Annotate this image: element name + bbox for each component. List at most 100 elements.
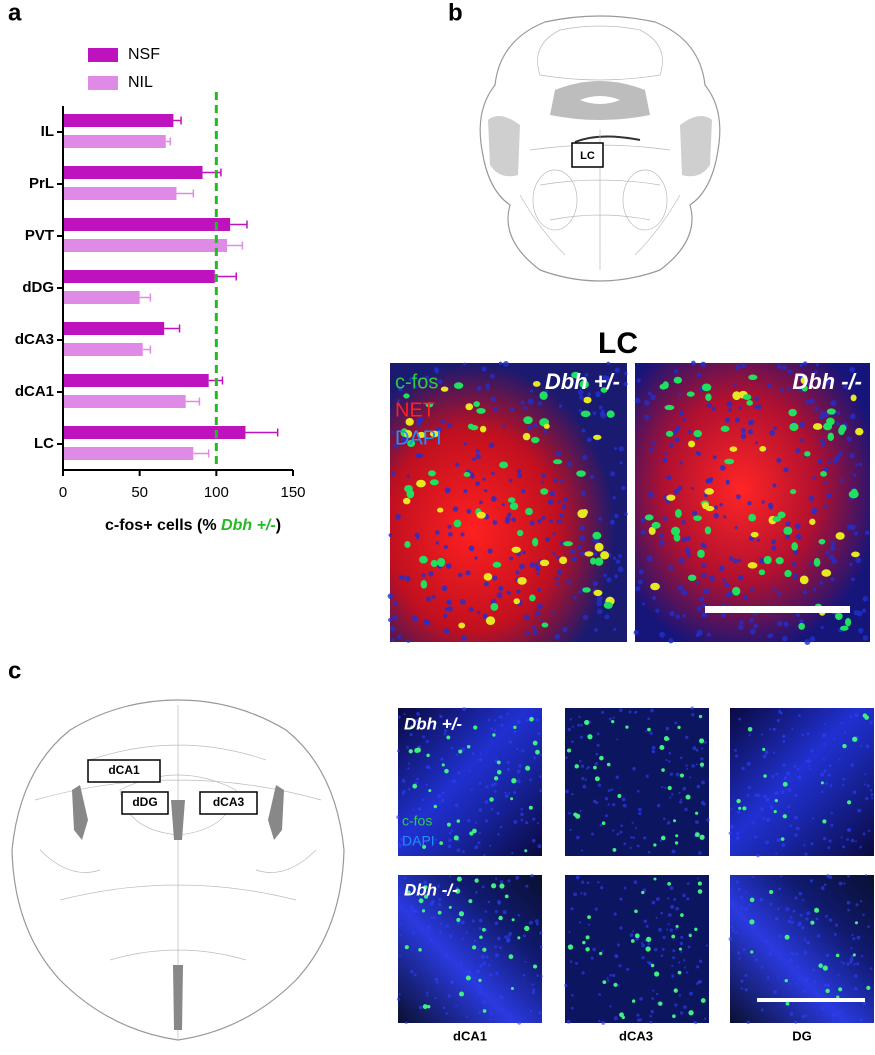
nucleus-dot bbox=[493, 782, 497, 785]
nucleus-dot bbox=[690, 360, 696, 366]
nucleus-dot bbox=[691, 713, 695, 717]
nucleus-dot bbox=[776, 620, 783, 627]
nucleus-dot bbox=[841, 783, 845, 787]
cell-dot bbox=[428, 470, 436, 477]
cell-dot bbox=[577, 509, 588, 519]
cell-dot bbox=[417, 431, 426, 438]
nucleus-dot bbox=[397, 399, 401, 403]
cell-dot bbox=[687, 574, 697, 581]
nucleus-dot bbox=[711, 406, 716, 411]
nucleus-dot bbox=[810, 749, 814, 753]
nucleus-dot bbox=[641, 956, 645, 960]
nucleus-dot bbox=[756, 538, 760, 542]
cell-dot bbox=[698, 714, 703, 719]
nucleus-dot bbox=[789, 824, 793, 828]
nucleus-dot bbox=[850, 413, 856, 420]
nucleus-dot bbox=[557, 569, 563, 575]
nucleus-dot bbox=[566, 461, 573, 467]
cell-dot bbox=[729, 446, 738, 452]
nucleus-dot bbox=[534, 610, 541, 617]
nucleus-dot bbox=[674, 1003, 678, 1007]
nucleus-dot bbox=[811, 509, 817, 515]
nucleus-dot bbox=[796, 965, 800, 969]
nucleus-dot bbox=[431, 594, 436, 599]
cell-dot bbox=[458, 749, 463, 754]
nucleus-dot bbox=[474, 821, 478, 825]
cell-dot bbox=[511, 778, 517, 784]
nucleus-dot bbox=[728, 831, 732, 835]
nucleus-dot bbox=[636, 1013, 640, 1017]
nucleus-dot bbox=[785, 521, 791, 527]
nucleus-dot bbox=[853, 610, 859, 616]
nucleus-dot bbox=[636, 844, 640, 848]
legend-label: NSF bbox=[128, 46, 160, 63]
nucleus-dot bbox=[516, 720, 521, 725]
nucleus-dot bbox=[445, 924, 449, 928]
cell-dot bbox=[670, 526, 681, 536]
nucleus-dot bbox=[658, 927, 663, 932]
cell-dot bbox=[671, 934, 676, 939]
nucleus-dot bbox=[804, 852, 808, 856]
nucleus-dot bbox=[490, 495, 497, 502]
cell-dot bbox=[693, 515, 702, 521]
cell-dot bbox=[532, 964, 538, 969]
nucleus-dot bbox=[612, 556, 617, 561]
nucleus-dot bbox=[659, 533, 664, 538]
cell-dot bbox=[563, 541, 573, 547]
nucleus-dot bbox=[618, 553, 622, 558]
channel-label: DAPI bbox=[395, 427, 442, 449]
nucleus-dot bbox=[637, 579, 644, 585]
nucleus-dot bbox=[560, 541, 565, 546]
cell-dot bbox=[511, 918, 515, 922]
nucleus-dot bbox=[794, 952, 799, 956]
nucleus-dot bbox=[867, 829, 871, 833]
nucleus-dot bbox=[812, 968, 816, 972]
cell-dot bbox=[496, 760, 501, 765]
nucleus-dot bbox=[684, 547, 691, 554]
nucleus-dot bbox=[640, 518, 646, 523]
nucleus-dot bbox=[397, 715, 401, 719]
nucleus-dot bbox=[587, 923, 591, 926]
cell-dot bbox=[720, 425, 730, 432]
nucleus-dot bbox=[769, 506, 773, 510]
cell-dot bbox=[678, 947, 682, 951]
nucleus-dot bbox=[788, 982, 791, 986]
nucleus-dot bbox=[578, 590, 582, 594]
cell-dot bbox=[421, 909, 426, 913]
nucleus-dot bbox=[870, 797, 874, 800]
nucleus-dot bbox=[737, 558, 742, 563]
nucleus-dot bbox=[787, 788, 792, 792]
cell-dot bbox=[826, 417, 835, 426]
nucleus-dot bbox=[476, 969, 480, 974]
cell-dot bbox=[661, 768, 665, 772]
cell-dot bbox=[403, 393, 410, 399]
nucleus-dot bbox=[454, 803, 459, 808]
cell-dot bbox=[453, 382, 464, 389]
nucleus-dot bbox=[680, 935, 684, 939]
nucleus-dot bbox=[638, 811, 642, 816]
nucleus-dot bbox=[681, 536, 687, 543]
nucleus-dot bbox=[434, 977, 439, 982]
nucleus-dot bbox=[744, 988, 748, 992]
nucleus-dot bbox=[411, 615, 418, 622]
legend-swatch bbox=[88, 76, 118, 90]
panel-letter: c bbox=[8, 657, 21, 684]
nucleus-dot bbox=[478, 758, 483, 762]
nucleus-dot bbox=[852, 937, 856, 941]
nucleus-dot bbox=[427, 925, 431, 930]
nucleus-dot bbox=[460, 634, 467, 641]
nucleus-dot bbox=[824, 782, 828, 786]
error-bar bbox=[227, 241, 244, 250]
nucleus-dot bbox=[632, 767, 636, 771]
cell-dot bbox=[724, 458, 735, 465]
nucleus-dot bbox=[516, 468, 522, 474]
nucleus-dot bbox=[744, 907, 749, 911]
nucleus-dot bbox=[679, 800, 683, 804]
nucleus-dot bbox=[686, 552, 691, 558]
nucleus-dot bbox=[693, 1020, 696, 1024]
nucleus-dot bbox=[787, 805, 791, 809]
nucleus-dot bbox=[393, 444, 399, 449]
nucleus-dot bbox=[406, 474, 411, 479]
nucleus-dot bbox=[599, 824, 603, 827]
nucleus-dot bbox=[787, 919, 792, 924]
